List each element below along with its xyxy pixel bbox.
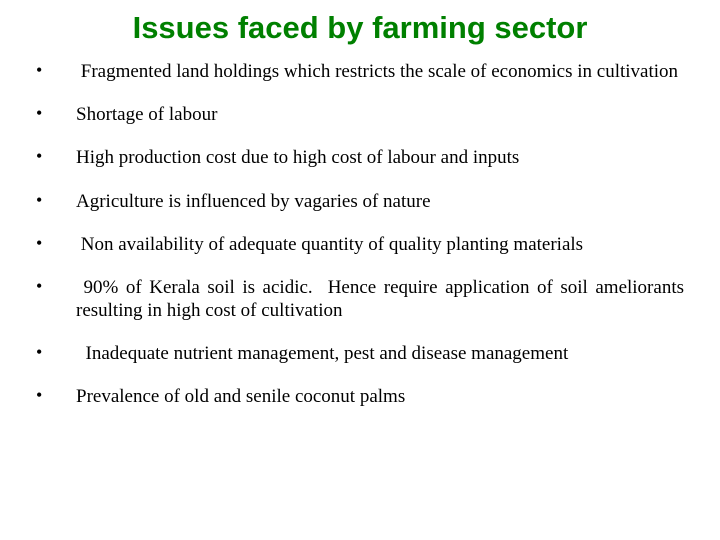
list-item: • Shortage of labour bbox=[36, 103, 684, 126]
bullet-text: Agriculture is influenced by vagaries of… bbox=[76, 190, 684, 213]
bullet-text: 90% of Kerala soil is acidic. Hence requ… bbox=[76, 276, 684, 322]
list-item: • Inadequate nutrient management, pest a… bbox=[36, 342, 684, 365]
list-item: • Agriculture is influenced by vagaries … bbox=[36, 190, 684, 213]
bullet-text: Prevalence of old and senile coconut pal… bbox=[76, 385, 684, 408]
bullet-icon: • bbox=[36, 385, 76, 407]
bullet-icon: • bbox=[36, 342, 76, 364]
list-item: • Non availability of adequate quantity … bbox=[36, 233, 684, 256]
bullet-text: Inadequate nutrient management, pest and… bbox=[76, 342, 684, 365]
bullet-icon: • bbox=[36, 233, 76, 255]
bullet-icon: • bbox=[36, 146, 76, 168]
issues-list: • Fragmented land holdings which restric… bbox=[36, 60, 684, 409]
list-item: • 90% of Kerala soil is acidic. Hence re… bbox=[36, 276, 684, 322]
list-item: • High production cost due to high cost … bbox=[36, 146, 684, 169]
bullet-icon: • bbox=[36, 103, 76, 125]
bullet-text: High production cost due to high cost of… bbox=[76, 146, 684, 169]
bullet-icon: • bbox=[36, 276, 76, 298]
bullet-icon: • bbox=[36, 60, 76, 82]
bullet-icon: • bbox=[36, 190, 76, 212]
bullet-text: Fragmented land holdings which restricts… bbox=[76, 60, 684, 83]
bullet-text: Shortage of labour bbox=[76, 103, 684, 126]
list-item: • Prevalence of old and senile coconut p… bbox=[36, 385, 684, 408]
slide-title: Issues faced by farming sector bbox=[36, 10, 684, 46]
bullet-text: Non availability of adequate quantity of… bbox=[76, 233, 684, 256]
list-item: • Fragmented land holdings which restric… bbox=[36, 60, 684, 83]
